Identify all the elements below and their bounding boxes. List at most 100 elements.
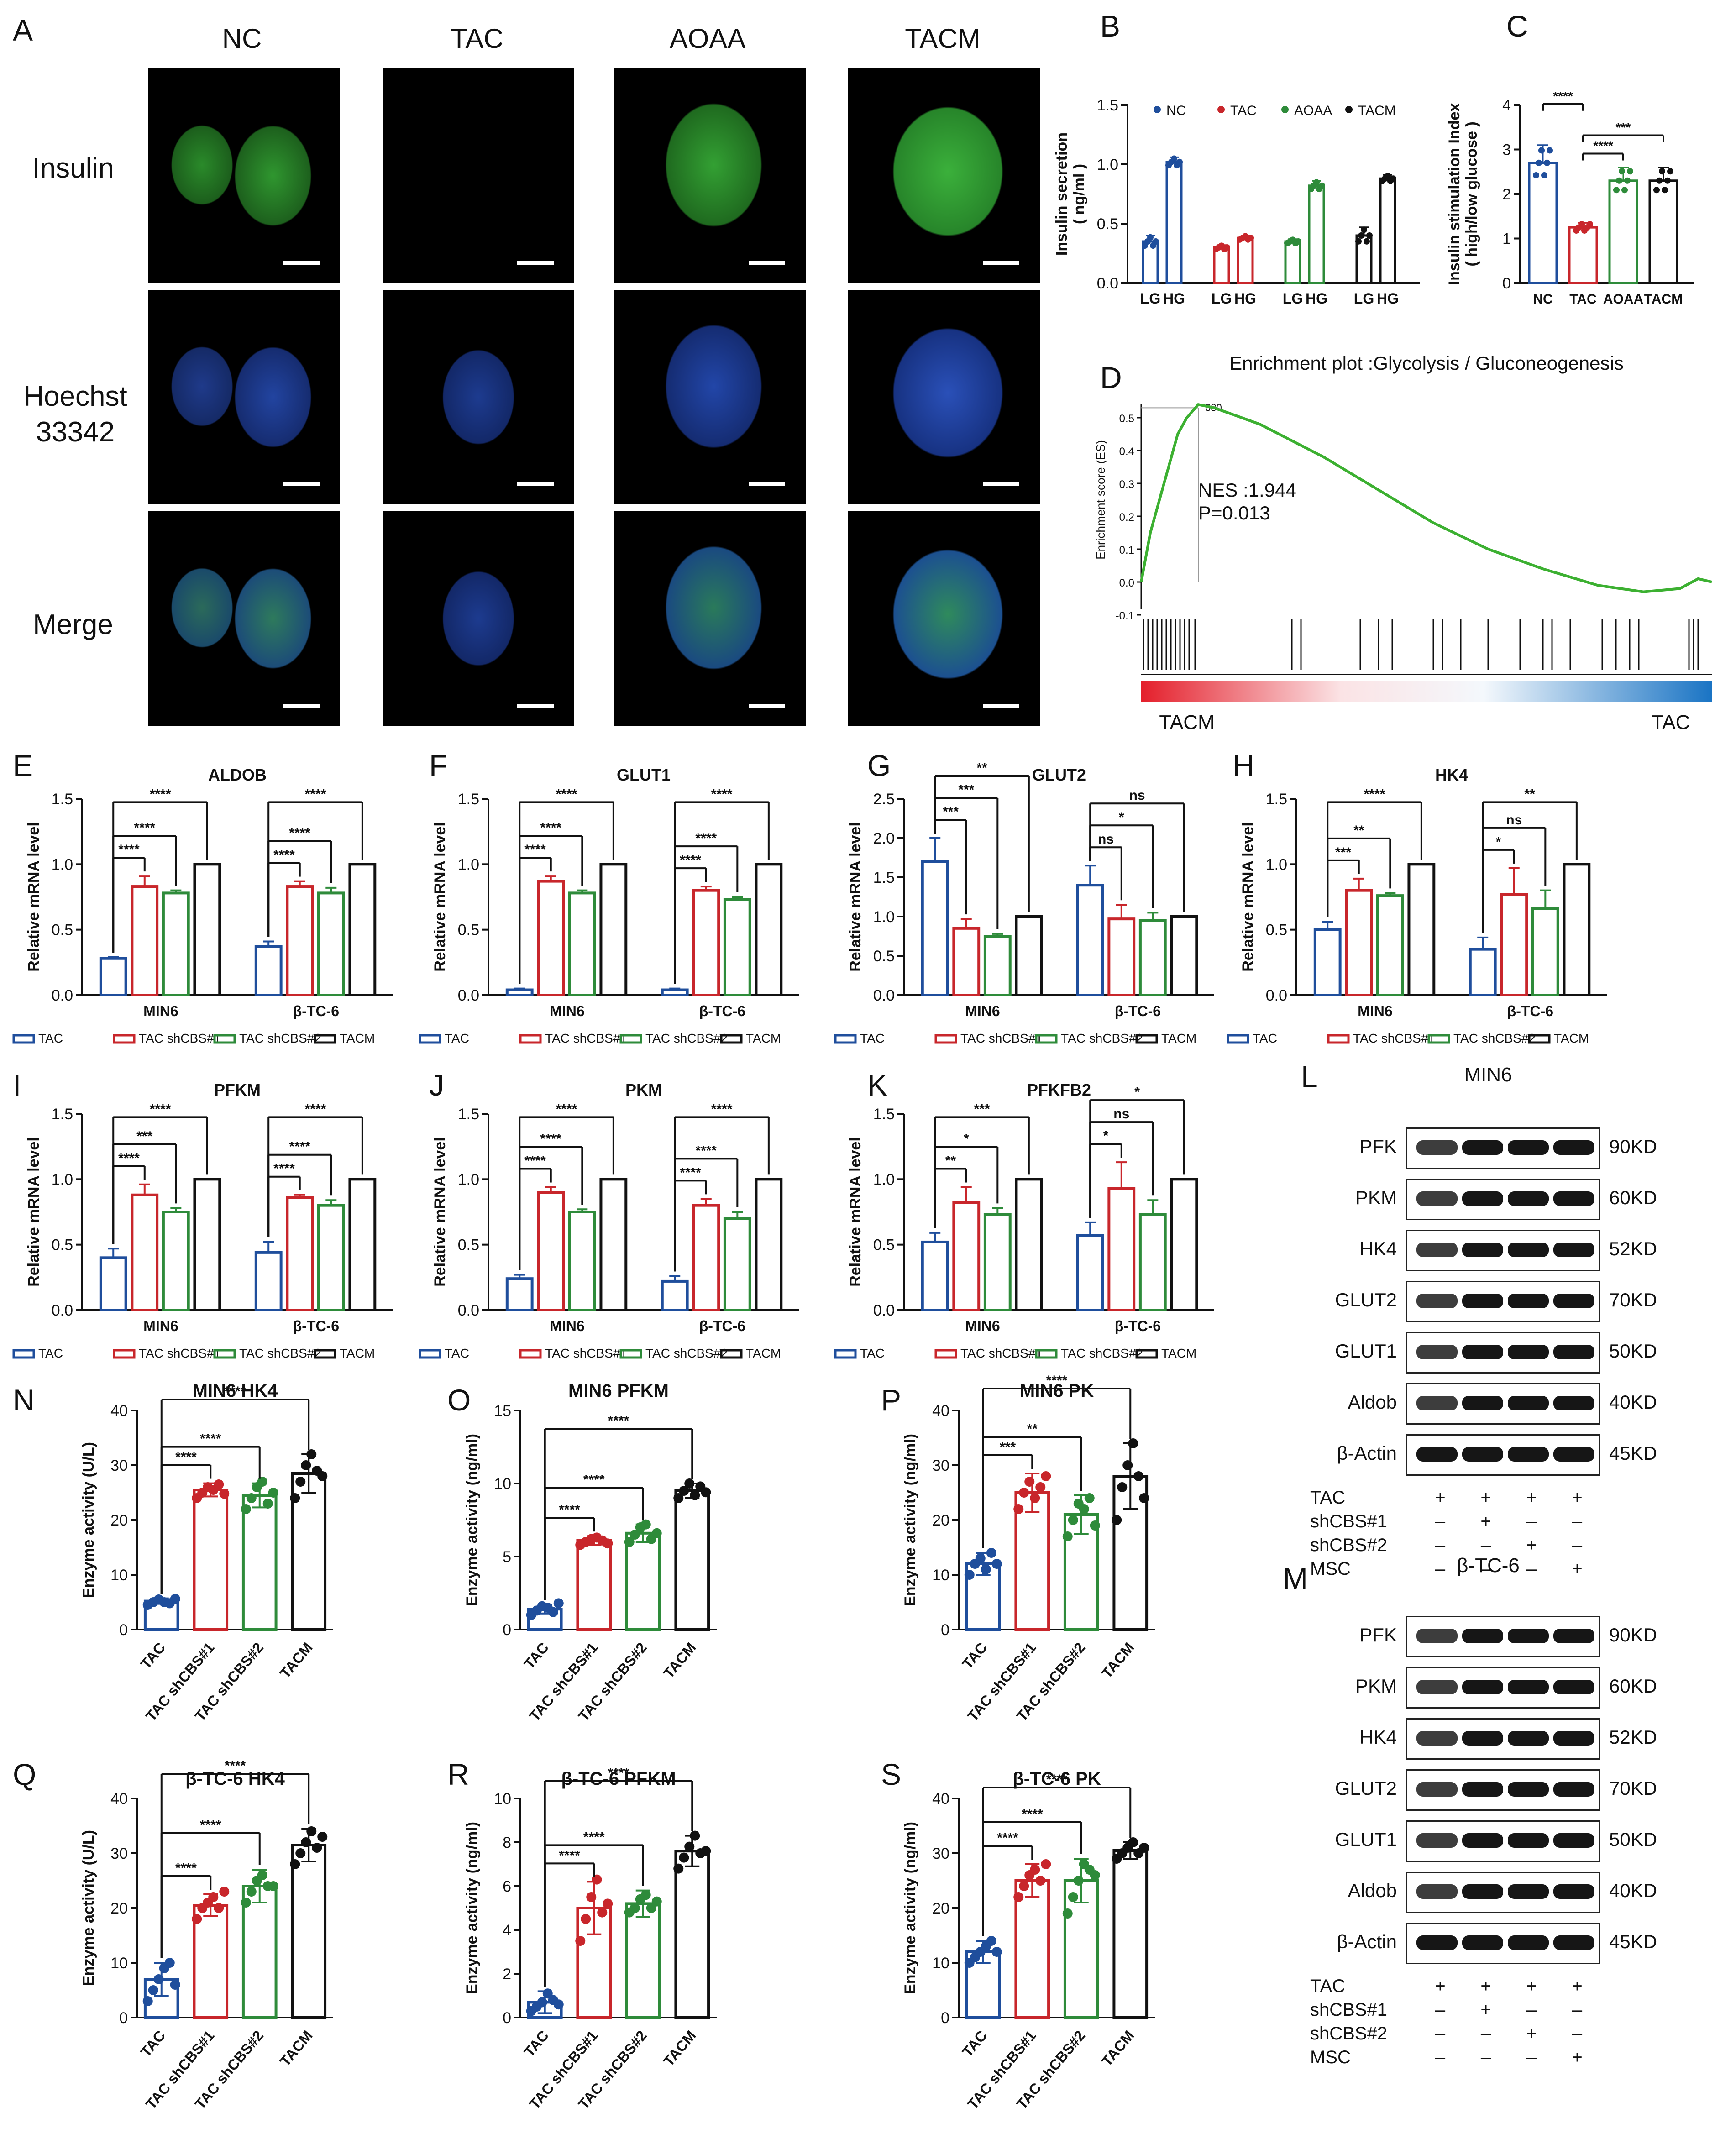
band-kd-label: 40KD: [1609, 1391, 1657, 1413]
protein-band: [1462, 1243, 1503, 1257]
y-tick-label: 6: [503, 1878, 511, 1895]
bar-tac-shcbs-1: [537, 1191, 565, 1311]
x-tick-label: TACM: [1098, 1639, 1137, 1681]
data-point: [1133, 1471, 1144, 1481]
legend-swatch: [619, 1349, 642, 1359]
protein-band: [1508, 1447, 1549, 1462]
bar-tac-shcbs-1: [131, 1193, 159, 1312]
sig-label: ****: [1022, 1807, 1043, 1822]
band-label: GLUT2: [1335, 1777, 1397, 1799]
data-point: [1122, 1460, 1133, 1470]
band-box: [1406, 1434, 1600, 1476]
data-point: [1062, 1908, 1073, 1919]
panel-letter-n: N: [13, 1383, 35, 1417]
panel-letter-b: B: [1100, 9, 1120, 43]
chart-title: GLUT1: [617, 765, 671, 784]
y-tick-label: 10: [494, 1790, 511, 1808]
legend-label: TACM: [340, 1346, 375, 1360]
group-label: MIN6: [143, 1318, 178, 1334]
y-tick-label: 0.0: [1097, 275, 1118, 292]
data-point: [1013, 1892, 1024, 1902]
bar-tacm: [1015, 915, 1043, 996]
sig-label: ****: [1593, 139, 1613, 153]
band-kd-label: 45KD: [1609, 1442, 1657, 1464]
condition-label: shCBS#1: [1310, 1511, 1387, 1531]
panel-letter-q: Q: [13, 1757, 36, 1791]
data-point: [597, 1907, 608, 1918]
x-tick-label: TACM: [660, 1639, 699, 1681]
x-tick-label: LG: [1354, 290, 1374, 307]
x-tick-label: TACM: [1098, 2027, 1137, 2069]
protein-band: [1416, 1782, 1458, 1797]
legend-label: TACM: [1554, 1031, 1589, 1045]
panel-letter-a: A: [13, 13, 33, 47]
protein-band: [1416, 1833, 1458, 1848]
bar-tac-shcbs-2: [723, 1217, 751, 1311]
y-tick-label: 0: [1502, 275, 1511, 292]
band-box: [1406, 1872, 1600, 1913]
legend-swatch: [113, 1034, 136, 1044]
bar-tac-shcbs-1: [692, 889, 720, 996]
protein-band: [1508, 1140, 1549, 1155]
legend-swatch: [12, 1034, 35, 1044]
data-point: [1062, 1531, 1073, 1541]
bar-tac-shcbs-2: [625, 1531, 661, 1631]
bar-tac-shcbs-2: [241, 1494, 278, 1631]
y-tick-label: 0.0: [873, 987, 895, 1004]
protein-band: [1416, 1935, 1458, 1950]
data-point: [1117, 1482, 1128, 1492]
data-point: [975, 1553, 986, 1563]
legend-swatch: [934, 1349, 957, 1359]
bar: [1213, 246, 1230, 284]
scale-bar: [983, 482, 1019, 486]
y-tick-label: 30: [110, 1845, 128, 1862]
chart-title: ALDOB: [208, 765, 267, 784]
legend-label: TAC shCBS#1: [139, 1346, 221, 1360]
bar-tac-shcbs-1: [952, 927, 981, 997]
data-point: [1079, 1504, 1089, 1514]
data-point: [1128, 1438, 1138, 1448]
data-point: [1313, 179, 1320, 186]
legend-swatch: [1227, 1034, 1249, 1044]
data-point: [1090, 1870, 1100, 1880]
data-point: [1084, 1493, 1095, 1503]
condition-sign: –: [1526, 1511, 1537, 1531]
data-point: [651, 1896, 662, 1907]
band-kd-label: 45KD: [1609, 1931, 1657, 1952]
y-tick-label: 0: [941, 2009, 949, 2027]
legend-label: TAC: [445, 1031, 469, 1045]
y-tick-label: 0.5: [52, 1237, 73, 1254]
bar-tac-shcbs-2: [1138, 919, 1167, 996]
data-point: [1536, 159, 1542, 166]
legend-swatch: [619, 1034, 642, 1044]
x-tick-label: TAC: [521, 1639, 552, 1672]
bar-tac-shcbs-2: [983, 935, 1012, 996]
bar-tac-shcbs-1: [1345, 889, 1373, 996]
y-tick-label: 2: [503, 1966, 511, 1983]
y-tick-label: 10: [932, 1567, 949, 1584]
legend-label: TAC: [1253, 1031, 1277, 1045]
data-point: [1541, 172, 1547, 179]
bar-tac: [254, 945, 283, 997]
y-tick-label: 30: [932, 1845, 949, 1862]
panel-letter-o: O: [447, 1383, 471, 1417]
bar-tac-shcbs-1: [193, 1489, 229, 1631]
bar-tacm: [599, 1178, 628, 1311]
group-label: MIN6: [965, 1318, 1000, 1334]
data-point: [986, 1548, 996, 1558]
data-point: [290, 1859, 300, 1869]
condition-sign: –: [1572, 2000, 1583, 2020]
sig-label: ****: [1364, 786, 1385, 802]
data-point: [1171, 155, 1177, 162]
panel-letter-g: G: [867, 749, 891, 782]
bar-tacm: [348, 1178, 377, 1311]
data-point: [301, 1837, 311, 1847]
protein-band: [1462, 1294, 1503, 1308]
y-tick-label: 1: [1502, 231, 1511, 248]
band-box: [1406, 1923, 1600, 1964]
data-point: [170, 1594, 180, 1604]
protein-band: [1508, 1680, 1549, 1694]
protein-band: [1553, 1782, 1594, 1797]
sig-label: ****: [289, 826, 310, 841]
